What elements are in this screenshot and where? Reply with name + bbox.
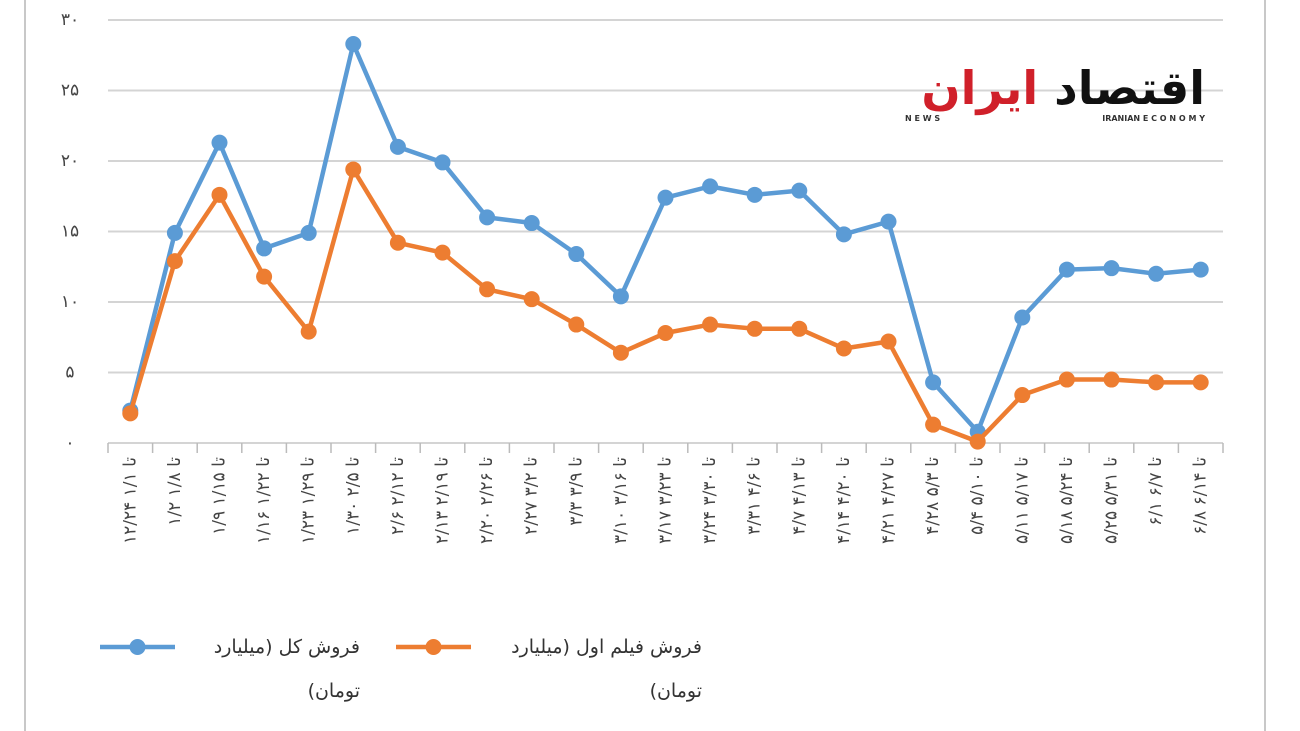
legend-label: فروش کل (میلیارد تومان) <box>213 636 360 702</box>
point <box>211 186 228 203</box>
x-tick-label: ۱/۲۳ تا ۱/۲۹ <box>299 457 319 544</box>
point <box>1148 374 1165 391</box>
point <box>389 234 406 251</box>
x-tick-label: ۳/۲۴ تا ۳/۳۰ <box>700 457 720 544</box>
y-tick-label: ۱۵ <box>61 222 79 242</box>
x-tick-label: ۶/۱ تا ۶/۷ <box>1146 457 1166 526</box>
x-tick-label: ۶/۸ تا ۶/۱۴ <box>1191 457 1211 535</box>
point <box>300 224 317 241</box>
point <box>835 340 852 357</box>
point <box>791 320 808 337</box>
x-tick-label: ۵/۴ تا ۵/۱۰ <box>968 457 988 535</box>
y-tick-label: ۳۰ <box>61 10 79 30</box>
legend-marker <box>425 639 442 655</box>
point <box>211 134 228 151</box>
y-tick-label: ۲۵ <box>61 81 79 101</box>
y-tick-label: ۰ <box>65 433 74 453</box>
point <box>1014 309 1031 326</box>
x-tick-label: ۱/۳۰ تا ۲/۵ <box>343 457 363 535</box>
y-tick-label: ۲۰ <box>61 151 79 171</box>
watermark-title: ایران <box>921 61 1039 115</box>
x-tick-label: ۱۲/۲۴ تا ۱/۱ <box>120 457 140 544</box>
point <box>523 215 540 232</box>
point <box>568 246 585 263</box>
point <box>1192 261 1209 278</box>
point <box>122 405 139 422</box>
point <box>1058 261 1075 278</box>
point <box>523 291 540 308</box>
point <box>657 325 674 342</box>
point <box>389 138 406 155</box>
point <box>702 316 719 333</box>
x-tick-label: ۳/۱۰ تا ۳/۱۶ <box>611 457 631 544</box>
point <box>300 323 317 340</box>
x-tick-label: ۴/۷ تا ۴/۱۳ <box>789 457 809 535</box>
x-tick-label: ۵/۱۱ تا ۵/۱۷ <box>1012 457 1032 544</box>
point <box>612 288 629 305</box>
series-line <box>128 167 1201 444</box>
x-tick-label: ۲/۲۷ تا ۳/۲ <box>522 457 542 535</box>
point <box>1103 371 1120 388</box>
legend-marker <box>129 639 146 655</box>
watermark-text: IRANIAN E C O N O M Y <box>1102 114 1205 123</box>
point <box>657 189 674 206</box>
point <box>1148 265 1165 282</box>
point <box>1014 387 1031 404</box>
x-tick-label: ۱/۹ تا ۱/۱۵ <box>210 457 230 535</box>
x-tick-label: ۵/۱۸ تا ۵/۲۴ <box>1057 457 1077 544</box>
x-tick-label: ۳/۳ تا ۳/۹ <box>566 457 586 526</box>
x-tick-label: ۲/۶ تا ۲/۱۲ <box>388 457 408 535</box>
x-tick-label: ۲/۲۰ تا ۲/۲۶ <box>477 457 497 544</box>
x-tick-label: ۳/۳۱ تا ۴/۶ <box>745 457 765 535</box>
point <box>746 186 763 203</box>
point <box>166 224 183 241</box>
point <box>345 161 362 178</box>
point <box>880 213 897 230</box>
point <box>256 240 273 257</box>
point <box>479 209 496 226</box>
point <box>256 268 273 285</box>
point <box>434 244 451 261</box>
point <box>1103 260 1120 277</box>
point <box>969 433 986 450</box>
point <box>612 344 629 361</box>
x-tick-label: ۵/۲۵ تا ۵/۳۱ <box>1102 457 1122 544</box>
point <box>791 182 808 199</box>
y-tick-label: ۱۰ <box>61 292 79 312</box>
point <box>568 316 585 333</box>
point <box>166 253 183 270</box>
y-tick-label: ۵ <box>65 363 74 383</box>
point <box>925 374 942 391</box>
x-tick-label: ۲/۱۳ تا ۲/۱۹ <box>433 457 453 544</box>
point <box>835 226 852 243</box>
legend-label: فروش فیلم اول (میلیارد تومان) <box>511 636 702 702</box>
point <box>746 320 763 337</box>
watermark-title: اقتصاد <box>1054 61 1205 115</box>
x-tick-label: ۱/۱۶ تا ۱/۲۲ <box>254 457 274 544</box>
watermark: اقتصاد ایران N E W S IRANIAN E C O N O M… <box>905 62 1205 123</box>
x-tick-label: ۴/۲۱ تا ۴/۲۷ <box>879 457 899 544</box>
point <box>1192 374 1209 391</box>
point <box>702 178 719 195</box>
point <box>479 281 496 298</box>
point <box>925 416 942 433</box>
x-tick-label: ۴/۱۴ تا ۴/۲۰ <box>834 457 854 544</box>
point <box>434 154 451 171</box>
point <box>1058 371 1075 388</box>
x-tick-label: ۳/۱۷ تا ۳/۲۳ <box>656 457 676 544</box>
x-tick-label: ۱/۲ تا ۱/۸ <box>165 457 185 526</box>
point <box>880 333 897 350</box>
watermark-text: N E W S <box>905 114 941 123</box>
x-tick-label: ۴/۲۸ تا ۵/۳ <box>923 457 943 535</box>
point <box>345 35 362 52</box>
